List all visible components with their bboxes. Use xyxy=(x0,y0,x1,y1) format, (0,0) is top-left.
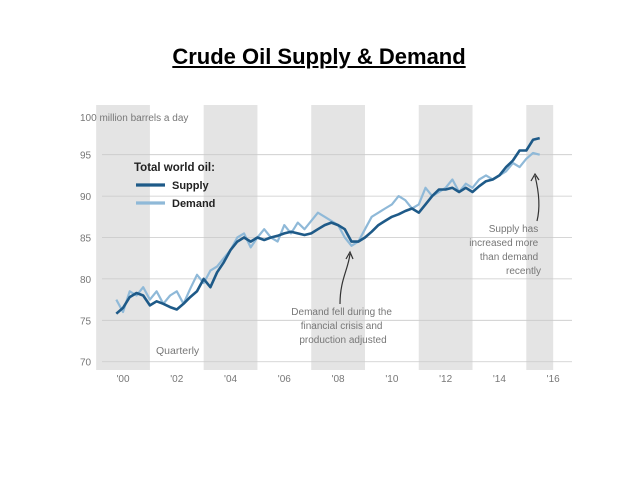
annotation-recent-line-4: recently xyxy=(506,266,541,277)
annotation-recent-line-2: increased more xyxy=(469,238,538,249)
x-tick-label: '06 xyxy=(278,374,291,385)
annotation-crisis-line-3: production adjusted xyxy=(299,335,386,346)
y-tick-label: 80 xyxy=(80,275,92,286)
annotation-crisis: Demand fell during the financial crisis … xyxy=(291,250,394,346)
series-line-supply xyxy=(115,136,541,315)
svg-text:Supply has increased mor: Supply has increased more than demand re… xyxy=(469,224,541,277)
x-tick-label: '14 xyxy=(493,374,506,385)
annotation-recent-line-3: than demand xyxy=(480,252,538,263)
y-tick-label: 85 xyxy=(80,234,92,245)
y-tick-labels: 70 75 80 85 90 95 xyxy=(80,151,92,369)
svg-text:Demand fell during the f: Demand fell during the financial crisis … xyxy=(291,307,394,346)
series-line-demand xyxy=(115,151,540,314)
annotation-recent-arrow xyxy=(534,175,540,222)
annotation-crisis-line-2: financial crisis and xyxy=(301,321,383,332)
legend-title: Total world oil: xyxy=(134,162,215,174)
y-tick-label: 70 xyxy=(80,358,92,369)
x-tick-labels: '00 '02 '04 '06 '08 '10 '12 '14 '16 xyxy=(116,374,560,385)
legend-label-supply: Supply xyxy=(172,180,210,192)
x-tick-label: '00 xyxy=(116,374,129,385)
y-tick-label: 95 xyxy=(80,151,92,162)
legend-label-demand: Demand xyxy=(172,198,215,210)
annotation-crisis-arrow xyxy=(339,253,351,305)
annotation-recent-arrowhead xyxy=(530,172,540,182)
y-axis-label: 100 million barrels a day xyxy=(80,113,188,124)
x-tick-label: '04 xyxy=(224,374,237,385)
slide-title: Crude Oil Supply & Demand xyxy=(172,44,466,69)
gridlines xyxy=(102,154,572,363)
x-tick-label: '12 xyxy=(439,374,452,385)
x-tick-label: '02 xyxy=(170,374,183,385)
annotation-crisis-line-1: Demand fell during the xyxy=(291,307,392,318)
annotation-crisis-arrowhead xyxy=(345,250,354,260)
quarterly-note: Quarterly xyxy=(156,345,200,357)
annotation-recent: Supply has increased more than demand re… xyxy=(469,172,541,277)
y-tick-label: 90 xyxy=(80,192,92,203)
annotation-recent-line-1: Supply has xyxy=(489,224,538,235)
x-tick-label: '08 xyxy=(332,374,345,385)
y-tick-label: 75 xyxy=(80,316,92,327)
series-lines xyxy=(115,136,541,315)
x-tick-label: '10 xyxy=(385,374,398,385)
x-tick-label: '16 xyxy=(547,374,560,385)
